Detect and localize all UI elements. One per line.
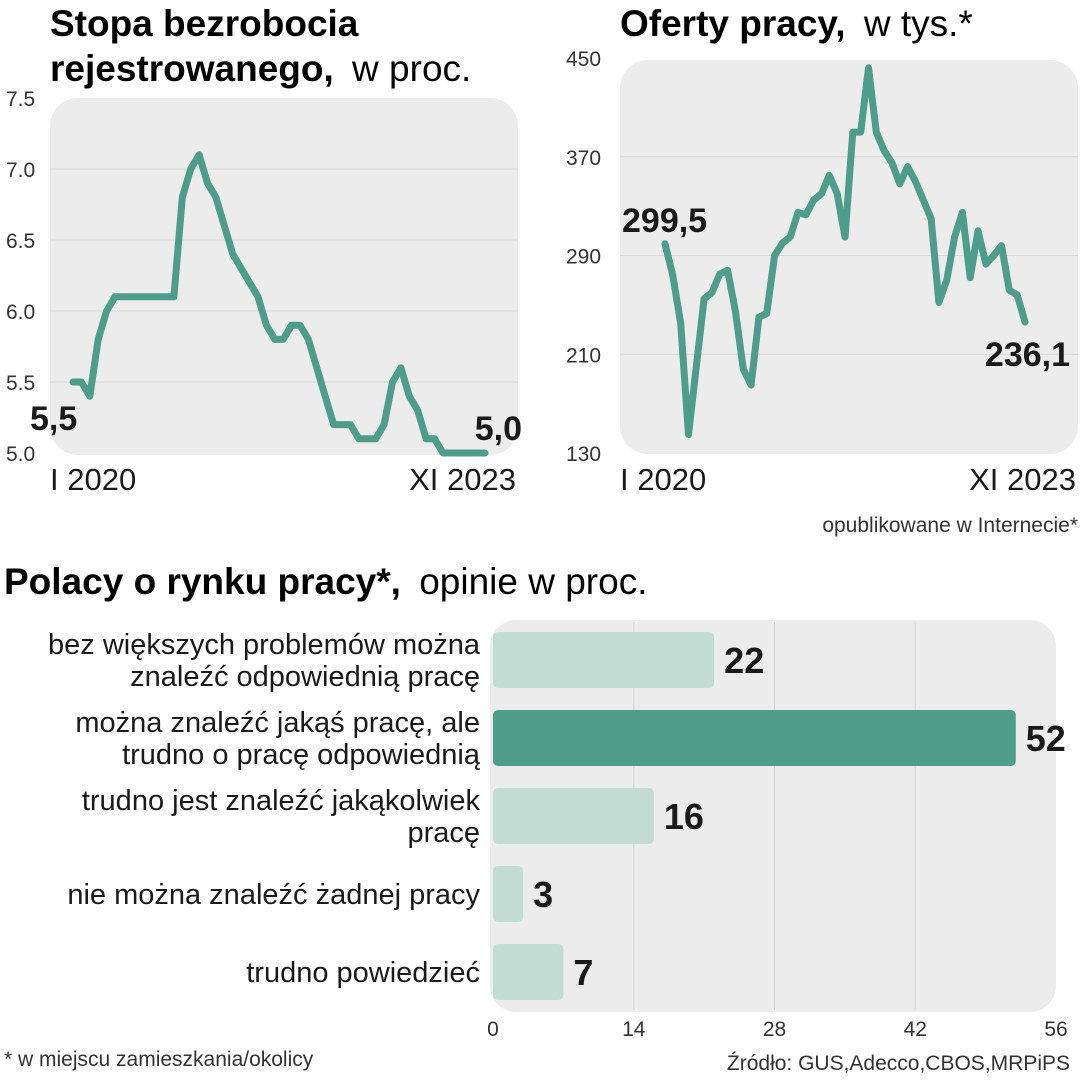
opinions-title: Polacy o rynku pracy*, <box>4 561 401 602</box>
opinions-category-line: trudno o pracę odpowiednią <box>122 739 481 771</box>
unemployment-end-callout: 5,0 <box>475 410 522 448</box>
opinions-tick-label: 42 <box>904 1018 927 1041</box>
opinions-bar-value: 16 <box>664 796 704 837</box>
job-offers-chart: Oferty pracy, w tys.* 130 210 290 370 450 I … <box>566 3 1078 537</box>
opinions-title-unit: opinie w proc. <box>419 561 647 602</box>
unemployment-title-line1: Stopa bezrobocia <box>50 3 359 44</box>
opinions-tick-label: 14 <box>622 1018 646 1041</box>
opinions-x-axis: 0 14 28 42 56 <box>487 1018 1068 1041</box>
opinions-category-line: trudno jest znaleźć jakąkolwiek <box>82 785 481 817</box>
unemployment-title-unit: w proc. <box>351 48 471 89</box>
opinions-tick-label: 28 <box>763 1018 786 1041</box>
unemployment-y-axis: 5.0 5.5 6.0 6.5 7.0 7.5 <box>6 88 35 466</box>
opinions-bar <box>493 632 715 688</box>
opinions-title-group: Polacy o rynku pracy*, opinie w proc. <box>4 561 647 602</box>
unemployment-tick-label: 5.5 <box>6 372 35 395</box>
opinions-category-line: można znaleźć jakąś pracę, ale <box>75 707 480 739</box>
opinions-category-line: bez większych problemów można <box>48 629 481 661</box>
unemployment-tick-label: 5.0 <box>6 443 35 466</box>
job-offers-title-unit: w tys.* <box>863 3 973 44</box>
job-offers-tick-label: 290 <box>566 246 601 269</box>
unemployment-plot-area <box>50 98 518 455</box>
unemployment-chart: Stopa bezrobocia rejestrowanego, w proc.… <box>6 3 522 497</box>
unemployment-tick-label: 7.5 <box>6 88 35 111</box>
opinions-category-line: trudno powiedzieć <box>246 957 480 989</box>
job-offers-title: Oferty pracy, <box>620 3 846 44</box>
job-offers-start-callout: 299,5 <box>622 202 707 240</box>
job-offers-footnote: opublikowane w Internecie* <box>822 514 1078 537</box>
opinions-chart: Polacy o rynku pracy*, opinie w proc. 22… <box>4 561 1068 1041</box>
unemployment-x-end-label: XI 2023 <box>409 462 516 497</box>
opinions-category-label: można znaleźć jakąś pracę, ale trudno o p… <box>75 707 480 771</box>
unemployment-title-line2: rejestrowanego, <box>50 48 334 89</box>
opinions-bar-value: 3 <box>533 874 553 915</box>
opinions-category-line: pracę <box>407 817 480 849</box>
job-offers-title-group: Oferty pracy, w tys.* <box>620 3 973 44</box>
job-offers-y-axis: 130 210 290 370 450 <box>566 48 601 466</box>
job-offers-x-end-label: XI 2023 <box>969 462 1076 497</box>
opinions-bar <box>493 710 1016 766</box>
opinions-category-line: nie można znaleźć żadnej pracy <box>67 879 480 911</box>
opinions-bar-value: 7 <box>573 952 593 993</box>
opinions-bar-value: 52 <box>1026 718 1066 759</box>
unemployment-x-start-label: I 2020 <box>50 462 136 497</box>
job-offers-x-start-label: I 2020 <box>620 462 706 497</box>
footer-source: Źródło: GUS,Adecco,CBOS,MRPiPS <box>727 1052 1070 1075</box>
unemployment-title-line2-group: rejestrowanego, w proc. <box>50 48 471 89</box>
opinions-bar-value: 22 <box>724 640 764 681</box>
opinions-category-label: trudno powiedzieć <box>246 957 480 989</box>
job-offers-tick-label: 450 <box>566 48 601 71</box>
unemployment-series-line <box>69 151 489 457</box>
opinions-tick-label: 0 <box>487 1018 499 1041</box>
opinions-category-label: trudno jest znaleźć jakąkolwiek pracę <box>82 785 481 849</box>
opinions-bar <box>493 788 654 844</box>
job-offers-end-callout: 236,1 <box>985 336 1070 374</box>
unemployment-start-callout: 5,5 <box>30 400 77 438</box>
job-offers-plot-area <box>620 60 1078 454</box>
opinions-category-label: bez większych problemów można znaleźć odp… <box>48 629 481 693</box>
job-offers-tick-label: 210 <box>566 344 601 367</box>
opinions-bars: 22 bez większych problemów można znaleźć o… <box>48 629 1066 1000</box>
footer-note: * w miejscu zamieszkania/okolicy <box>4 1048 314 1071</box>
opinions-bar <box>493 866 524 922</box>
opinions-category-label: nie można znaleźć żadnej pracy <box>67 879 480 911</box>
job-offers-tick-label: 370 <box>566 147 601 170</box>
unemployment-gridlines <box>50 168 518 383</box>
job-offers-tick-label: 130 <box>566 443 601 466</box>
opinions-tick-label: 56 <box>1044 1018 1067 1041</box>
unemployment-tick-label: 6.0 <box>6 301 35 324</box>
opinions-category-line: znaleźć odpowiednią pracę <box>130 661 480 693</box>
opinions-bar <box>493 944 564 1000</box>
job-offers-series-line <box>661 64 1029 438</box>
unemployment-tick-label: 7.0 <box>6 159 35 182</box>
unemployment-tick-label: 6.5 <box>6 230 35 253</box>
